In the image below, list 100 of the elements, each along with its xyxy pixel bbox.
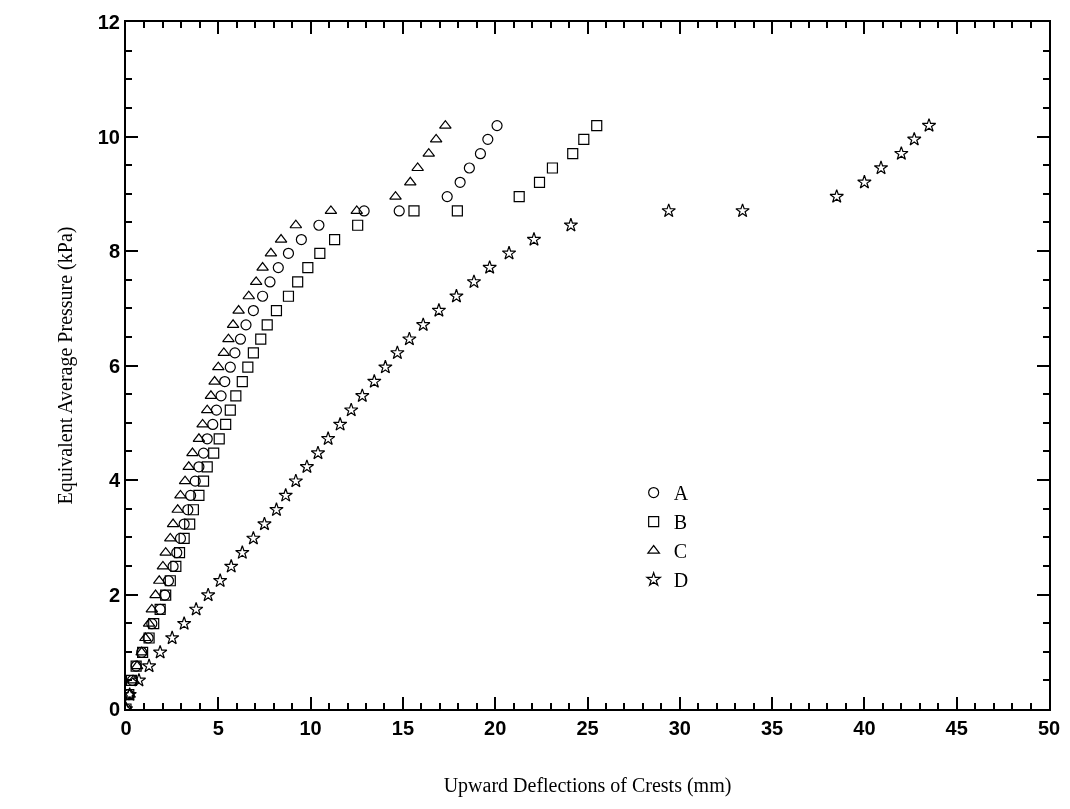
point xyxy=(201,461,213,473)
point xyxy=(367,373,382,388)
point xyxy=(274,233,288,243)
point xyxy=(230,390,242,402)
point xyxy=(264,247,278,257)
point xyxy=(408,205,420,217)
point xyxy=(431,302,447,317)
point xyxy=(355,388,370,403)
point xyxy=(269,502,284,517)
point xyxy=(310,445,326,460)
y-tick-label: 6 xyxy=(108,354,120,377)
y-tick-label: 2 xyxy=(108,583,120,606)
point xyxy=(533,176,546,188)
point xyxy=(578,133,590,145)
point xyxy=(163,532,177,542)
point xyxy=(185,489,197,502)
point xyxy=(219,375,231,388)
point xyxy=(482,133,494,145)
point xyxy=(873,160,889,175)
y-tick-label: 10 xyxy=(97,125,120,148)
point xyxy=(449,288,464,303)
x-tick-label: 5 xyxy=(212,717,224,739)
point xyxy=(255,333,267,345)
point xyxy=(429,133,443,143)
point xyxy=(131,672,147,687)
point xyxy=(299,459,315,474)
y-tick-label: 8 xyxy=(108,240,120,262)
point xyxy=(247,304,259,317)
point xyxy=(415,317,431,332)
point xyxy=(246,530,261,545)
point xyxy=(546,162,559,174)
point xyxy=(302,262,314,274)
point xyxy=(343,402,359,417)
x-tick-label: 50 xyxy=(1037,717,1061,739)
point xyxy=(152,644,168,659)
point xyxy=(402,331,417,346)
point xyxy=(501,245,517,260)
point xyxy=(193,489,205,502)
point xyxy=(513,191,525,203)
point xyxy=(320,431,336,446)
point xyxy=(178,475,192,485)
point xyxy=(393,205,405,217)
point xyxy=(211,361,225,371)
x-tick-label: 25 xyxy=(576,717,599,739)
point xyxy=(213,433,225,445)
point xyxy=(735,203,750,218)
point xyxy=(314,247,326,259)
point xyxy=(247,347,259,359)
point xyxy=(278,487,293,502)
x-tick-label: 45 xyxy=(945,717,968,739)
point xyxy=(264,276,276,288)
point xyxy=(288,473,304,488)
point xyxy=(857,174,872,189)
point xyxy=(212,573,228,588)
point xyxy=(201,433,213,445)
point xyxy=(270,304,283,317)
point xyxy=(232,304,245,314)
y-tick-label: 4 xyxy=(108,469,121,491)
point xyxy=(451,205,463,217)
point xyxy=(282,290,295,302)
point xyxy=(463,162,475,174)
point xyxy=(526,231,542,246)
point xyxy=(196,418,209,428)
point xyxy=(208,375,221,385)
point xyxy=(164,630,180,645)
point xyxy=(235,545,250,559)
point xyxy=(411,162,425,172)
point xyxy=(332,416,348,431)
point xyxy=(329,233,341,246)
point xyxy=(176,616,192,630)
point xyxy=(178,518,190,530)
point xyxy=(474,148,487,160)
legend-label: C xyxy=(673,540,687,563)
point xyxy=(186,447,199,457)
point xyxy=(156,560,170,570)
point xyxy=(149,589,162,599)
legend-label: B xyxy=(673,511,687,534)
x-tick-label: 20 xyxy=(484,717,507,739)
point xyxy=(358,205,370,217)
point xyxy=(200,587,216,602)
y-tick-label: 0 xyxy=(108,698,120,720)
point xyxy=(482,260,497,274)
point xyxy=(187,504,199,516)
point xyxy=(282,247,295,259)
point xyxy=(292,276,304,288)
point xyxy=(242,290,256,300)
point xyxy=(313,219,325,231)
x-tick-label: 40 xyxy=(853,717,876,739)
point xyxy=(236,375,248,388)
point xyxy=(454,176,466,188)
point xyxy=(261,319,273,331)
point xyxy=(208,447,220,459)
point xyxy=(242,361,254,373)
legend-label: A xyxy=(673,482,689,505)
point xyxy=(217,347,231,357)
y-axis-title: Equivalent Average Pressure (kPa) xyxy=(53,226,77,505)
point xyxy=(591,120,603,132)
point xyxy=(210,404,223,416)
point xyxy=(184,518,196,530)
x-tick-label: 15 xyxy=(391,717,415,739)
